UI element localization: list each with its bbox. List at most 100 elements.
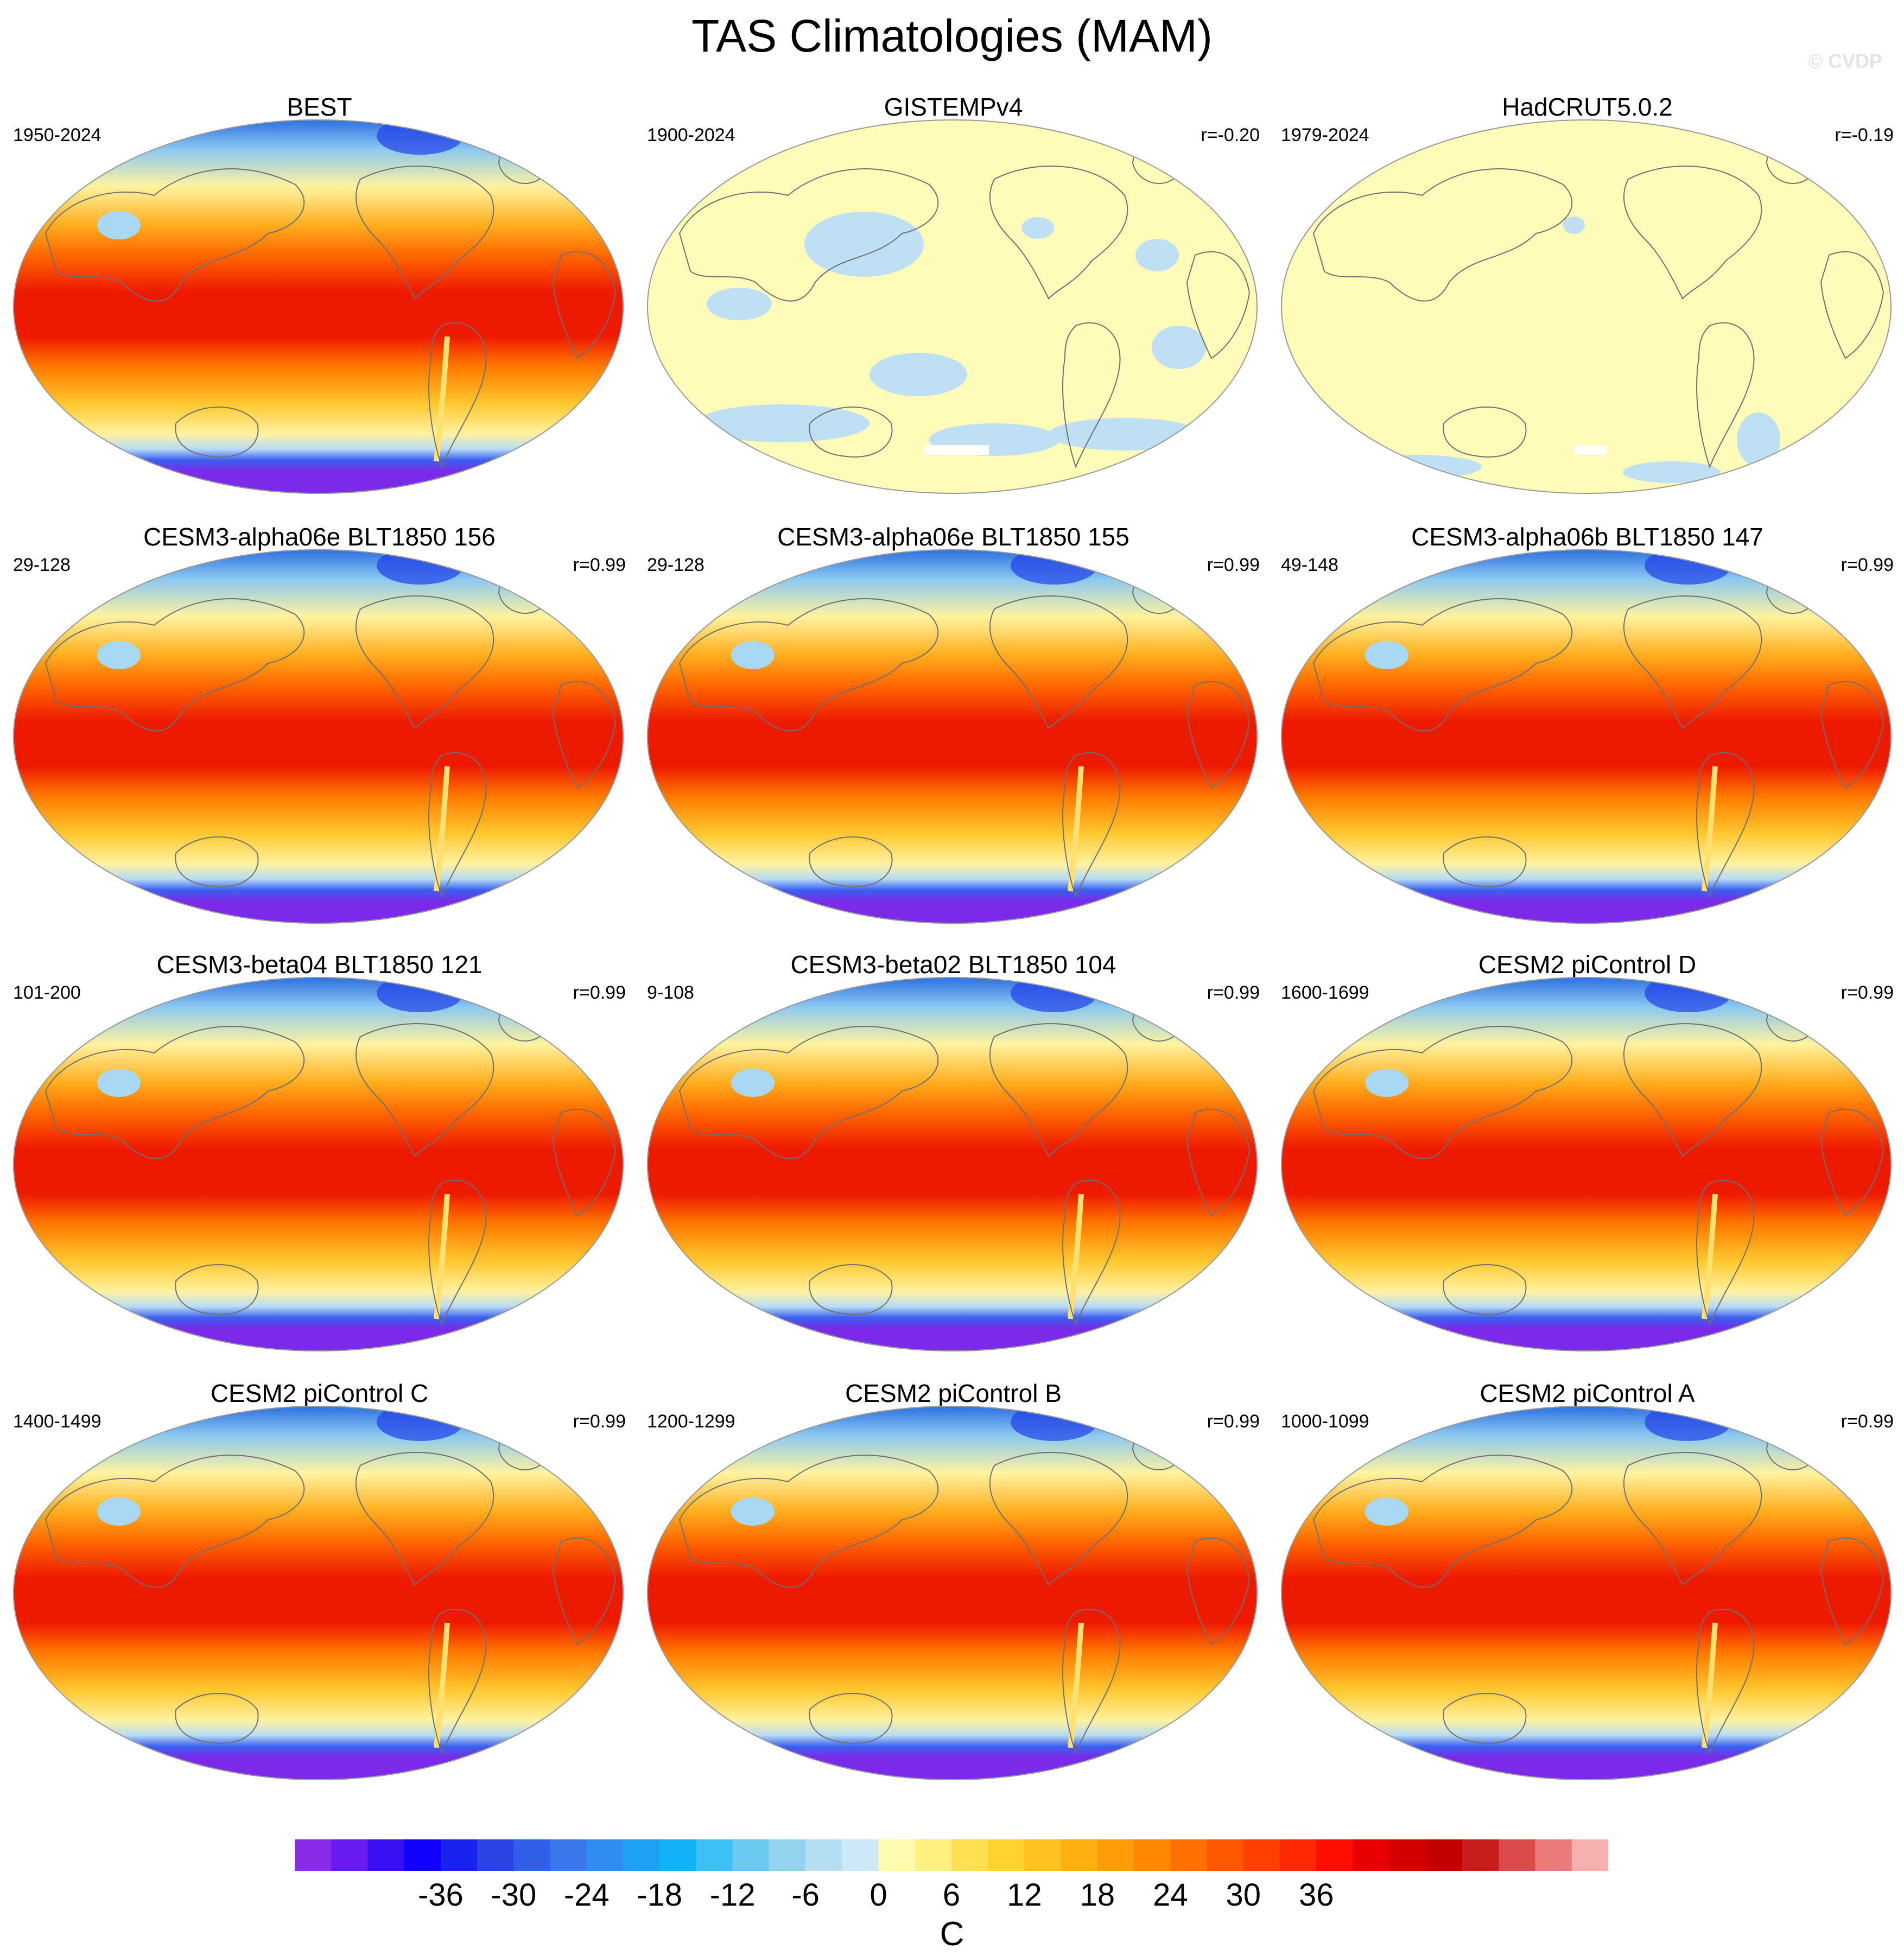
panel-correlation: r=0.99 (1207, 555, 1260, 575)
coastline (1186, 251, 1251, 359)
coastline (1062, 1179, 1121, 1326)
world-map (647, 1406, 1258, 1780)
panel-period: 1979-2024 (1281, 125, 1369, 145)
colorbar-swatch (440, 1839, 478, 1871)
colorbar-swatch (915, 1839, 952, 1871)
coastline (45, 1026, 305, 1159)
panel-title: CESM2 piControl B (845, 1379, 1062, 1407)
panel-title: BEST (287, 93, 352, 121)
colorbar-swatch (331, 1839, 368, 1871)
colorbar-tick-label: 24 (1153, 1877, 1188, 1913)
coastline (356, 1023, 494, 1157)
world-map (1281, 549, 1892, 924)
map-field (13, 549, 624, 924)
mountain-band (1068, 766, 1084, 892)
anomaly-patch (1049, 418, 1201, 450)
coastline (989, 1452, 1128, 1586)
colorbar-swatch (1535, 1839, 1572, 1871)
coastline (1820, 1108, 1884, 1217)
coastline (1623, 166, 1762, 300)
coastline (809, 1264, 893, 1315)
map-border (13, 119, 624, 494)
colorbar-swatch (1061, 1839, 1098, 1871)
coastline (1186, 1108, 1251, 1217)
panel-period: 1000-1099 (1281, 1411, 1369, 1432)
colorbar-tick-labels: -36 -30 -24 -18 -12 -6 0 6 12 18 24 30 36 (0, 1877, 1904, 1920)
coastline (428, 1608, 487, 1755)
coastline (175, 1264, 259, 1315)
colorbar-swatch (367, 1839, 405, 1871)
panel-title: CESM3-alpha06e BLT1850 156 (143, 523, 496, 551)
colorbar-swatch (1353, 1839, 1390, 1871)
coastline (45, 1455, 305, 1588)
colorbar-tick-label: 12 (1007, 1877, 1042, 1913)
map-panel: CESM2 piControl C 1400-1499 r=0.99 (3, 1379, 636, 1807)
anomaly-patch (1351, 455, 1482, 479)
colorbar-swatch (1207, 1839, 1244, 1871)
panel-correlation: r=0.99 (573, 982, 626, 1003)
coastline (809, 407, 893, 458)
panel-title: CESM3-beta02 BLT1850 104 (790, 950, 1116, 979)
coastline (175, 407, 259, 458)
colorbar-swatch (550, 1839, 587, 1871)
colorbar-swatch (1243, 1839, 1280, 1871)
coastline (678, 598, 939, 732)
map-border (13, 977, 624, 1351)
anomaly-patch (696, 404, 870, 442)
missing-data-patch (924, 445, 989, 455)
mountain-band (434, 1194, 450, 1319)
colorbar-tick-label: -18 (637, 1877, 683, 1913)
coastline (1312, 168, 1573, 302)
map-panel: GISTEMPv4 1900-2024 r=-0.20 (637, 92, 1270, 521)
anomaly-patch (1737, 412, 1780, 467)
colorbar-tick-label: 30 (1226, 1877, 1261, 1913)
cold-region-patch (1365, 1069, 1408, 1097)
colorbar-tick-label: -30 (491, 1877, 537, 1913)
map-panel: CESM2 piControl A 1000-1099 r=0.99 (1271, 1379, 1903, 1807)
anomaly-patch (1152, 326, 1206, 369)
colorbar-swatch (623, 1839, 660, 1871)
anomaly-patch (1623, 461, 1721, 483)
coastline (1820, 681, 1884, 789)
coastline (1623, 1023, 1762, 1157)
panel-period: 29-128 (647, 555, 705, 575)
map-panel: CESM3-alpha06e BLT1850 156 29-128 r=0.99 (3, 522, 636, 951)
coastline (45, 598, 305, 732)
missing-data-patch (1574, 445, 1607, 455)
colorbar-swatch (696, 1839, 733, 1871)
map-border (1281, 549, 1892, 924)
map-field (13, 119, 624, 494)
map-field (1281, 1406, 1892, 1780)
world-map (647, 119, 1258, 494)
coastline (45, 168, 305, 302)
panel-period: 9-108 (647, 982, 694, 1003)
coastline (1062, 752, 1121, 898)
cold-region-patch (97, 1497, 141, 1526)
coastline (1696, 1608, 1755, 1755)
coastline (1696, 752, 1755, 898)
coastline (809, 1693, 893, 1744)
map-field (13, 977, 624, 1351)
panel-period: 1900-2024 (647, 125, 735, 145)
colorbar (295, 1839, 1608, 1871)
coastline (552, 1108, 617, 1217)
coastline (1186, 681, 1251, 789)
colorbar-swatch (1462, 1839, 1499, 1871)
colorbar-swatch (295, 1839, 332, 1871)
map-field (1281, 119, 1892, 494)
panel-title: CESM3-alpha06b BLT1850 147 (1411, 523, 1763, 551)
coastline (428, 1179, 487, 1326)
anomaly-patch (804, 212, 924, 277)
coastline (1623, 1452, 1762, 1586)
map-panel: CESM3-beta04 BLT1850 121 101-200 r=0.99 (3, 950, 636, 1379)
world-map (1281, 977, 1892, 1351)
colorbar-tick-label: -36 (417, 1877, 464, 1913)
mountain-band (1702, 766, 1718, 892)
colorbar-swatch (842, 1839, 879, 1871)
coastline (989, 595, 1128, 729)
coastline (175, 1693, 259, 1744)
anomaly-patch (1021, 217, 1054, 239)
colorbar-swatch (1097, 1839, 1134, 1871)
coastline (809, 836, 893, 887)
map-field (647, 1406, 1258, 1780)
